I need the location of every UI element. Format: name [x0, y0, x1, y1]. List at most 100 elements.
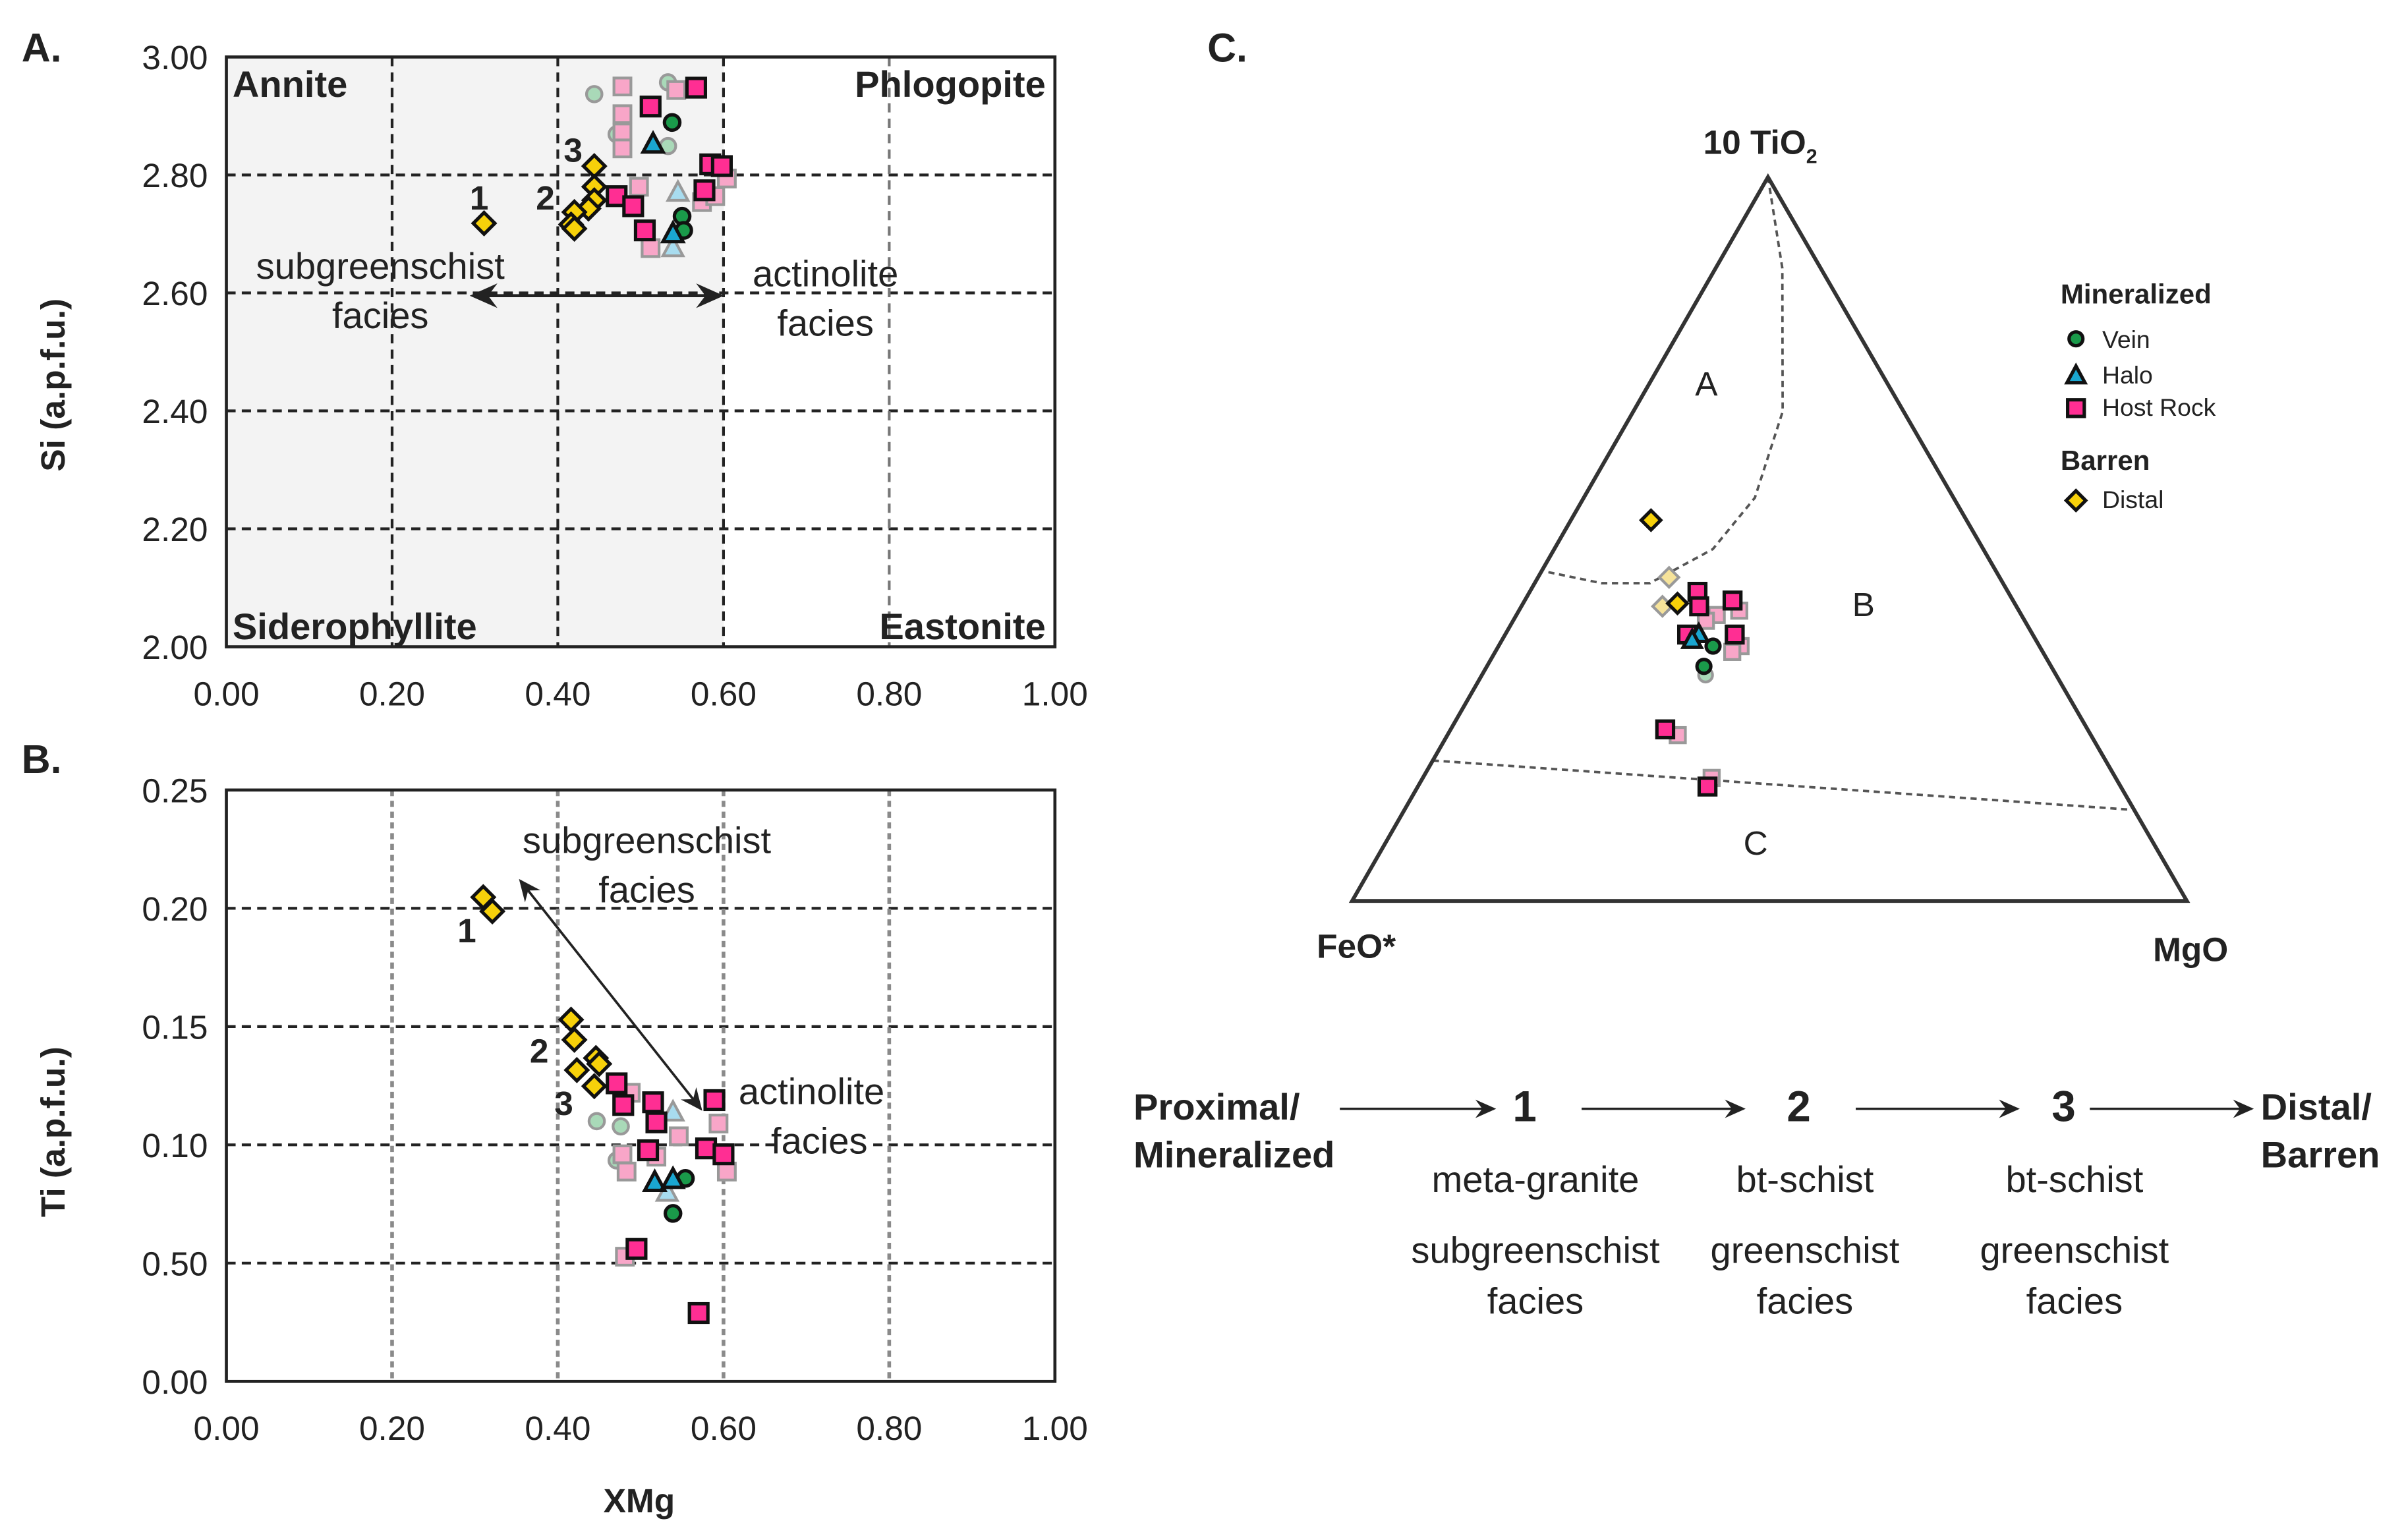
host-marker	[703, 1089, 726, 1112]
annotation-facies-a-left: facies	[332, 295, 429, 336]
host-marker-faded	[616, 1161, 637, 1182]
host-marker	[622, 195, 644, 217]
label-annite: Annite	[233, 63, 347, 105]
host-marker	[687, 1301, 710, 1325]
group-label-3-a: 3	[563, 130, 583, 169]
halo-marker-faded	[660, 1098, 685, 1122]
distal-marker	[563, 1056, 590, 1083]
vein-marker	[1704, 637, 1722, 655]
plot-a-frame	[225, 55, 1057, 648]
legend-marker-vein	[2067, 330, 2085, 348]
halo-marker	[640, 130, 666, 154]
label-phlogopite: Phlogopite	[855, 63, 1046, 105]
host-marker-faded	[669, 1126, 689, 1147]
x-tick-label: 1.00	[1022, 1409, 1088, 1447]
flow-end-line1: Distal/	[2261, 1086, 2372, 1127]
y-tick-label: 0.25	[142, 772, 208, 810]
x-tick-label: 0.80	[856, 674, 922, 712]
x-tick-label: 0.40	[525, 674, 590, 712]
flow-step-2-rock: bt-schist	[1736, 1158, 1874, 1200]
host-marker	[1725, 624, 1745, 645]
facies-flow-diagram: Proximal/ Mineralized 1 2 3 Distal/ Barr…	[1133, 1082, 2380, 1321]
shaded-region	[226, 57, 724, 647]
x-tick-label: 0.00	[194, 674, 260, 712]
distal-marker	[561, 1026, 588, 1053]
y-axis-label-b: Ti (a.p.f.u.)	[34, 1046, 72, 1217]
group-label-3-b: 3	[554, 1084, 573, 1122]
distal-marker	[471, 210, 498, 237]
host-marker	[642, 1091, 664, 1114]
host-marker-faded	[708, 1114, 729, 1133]
annotation-facies-b-right: facies	[771, 1120, 868, 1161]
y-tick-label: 0.50	[142, 1244, 208, 1282]
vein-marker	[1695, 658, 1713, 675]
ticks-a: 2.00 2.20 2.40 2.60 2.80 3.00 0.00 0.20 0.40 0.60…	[142, 38, 1087, 712]
y-tick-label: 0.20	[142, 890, 208, 928]
legend-label-distal: Distal	[2102, 486, 2163, 513]
flow-step-1-facies-2: facies	[1487, 1280, 1584, 1321]
vein-marker	[662, 113, 682, 132]
host-marker-faded	[612, 1144, 633, 1164]
plot-b: B. 0.000.500.100.150.200.250.00 0.20 0.40 0…	[22, 737, 1088, 1520]
vein-marker-faded	[585, 85, 604, 103]
halo-marker	[660, 1165, 686, 1189]
flow-step-2-facies: greenschist	[1711, 1229, 1900, 1270]
flow-step-1-number: 1	[1512, 1082, 1536, 1130]
legend-heading-barren: Barren	[2061, 445, 2150, 476]
points-c	[1638, 508, 1750, 797]
legend-label-host-rock: Host Rock	[2102, 393, 2216, 421]
y-tick-label: 0.15	[142, 1008, 208, 1046]
x-tick-label: 0.60	[691, 1409, 757, 1447]
panel-label-b: B.	[22, 737, 62, 782]
legend: Mineralized Vein Halo Host Rock Barren D…	[2061, 278, 2216, 513]
distal-marker	[479, 898, 506, 925]
distal-marker-faded	[1657, 565, 1681, 589]
annotation-facies-a-right: facies	[777, 302, 874, 343]
flow-step-2-facies-2: facies	[1757, 1280, 1854, 1321]
points-a	[471, 73, 737, 258]
field-label-a: A	[1695, 365, 1718, 403]
legend-marker-distal	[2063, 488, 2088, 513]
distal-marker	[1665, 591, 1690, 616]
host-marker-faded	[612, 104, 633, 125]
host-marker	[606, 1072, 628, 1095]
flow-step-3-rock: bt-schist	[2005, 1158, 2143, 1200]
legend-marker-host-rock	[2066, 398, 2086, 418]
x-tick-label: 0.60	[691, 674, 757, 712]
flow-start-line1: Proximal/	[1133, 1086, 1300, 1127]
flow-step-1-facies: subgreenschist	[1411, 1229, 1660, 1270]
group-label-1-b: 1	[457, 911, 476, 950]
label-backdrop	[778, 1119, 871, 1160]
apex-label-mgo: MgO	[2153, 930, 2228, 968]
host-marker	[685, 76, 708, 99]
host-marker	[645, 1111, 668, 1133]
group-label-1-a: 1	[470, 179, 489, 217]
host-marker	[612, 1094, 635, 1116]
group-label-2-a: 2	[536, 179, 555, 217]
distal-marker	[1638, 508, 1663, 532]
distal-marker	[558, 1006, 585, 1033]
distal-marker	[586, 1050, 613, 1077]
x-tick-label: 1.00	[1022, 674, 1088, 712]
host-marker	[1689, 596, 1709, 617]
y-tick-label: 0.10	[142, 1126, 208, 1164]
group-label-2-b: 2	[530, 1032, 549, 1070]
halo-marker	[2064, 362, 2088, 385]
host-marker-faded	[641, 238, 661, 258]
apex-label-main: 10 TiO	[1703, 123, 1806, 161]
annotation-actinolite-a: actinolite	[753, 253, 898, 295]
field-boundary-c	[1433, 759, 2131, 811]
host-marker	[712, 1143, 735, 1166]
y-tick-label: 2.60	[142, 274, 208, 312]
panel-label-c: C.	[1207, 25, 1247, 70]
host-marker	[1697, 776, 1718, 797]
label-siderophyllite: Siderophyllite	[233, 606, 477, 647]
halo-marker	[660, 219, 686, 244]
flow-step-2-number: 2	[1787, 1082, 1810, 1130]
legend-label-vein: Vein	[2102, 326, 2150, 353]
flow-end-line2: Barren	[2261, 1133, 2380, 1175]
plot-c-ternary: C. 10 TiO2 FeO* MgO A B C Mineralized Ve…	[1207, 25, 2228, 968]
halo-marker	[1680, 627, 1704, 649]
host-marker-faded	[629, 177, 649, 197]
